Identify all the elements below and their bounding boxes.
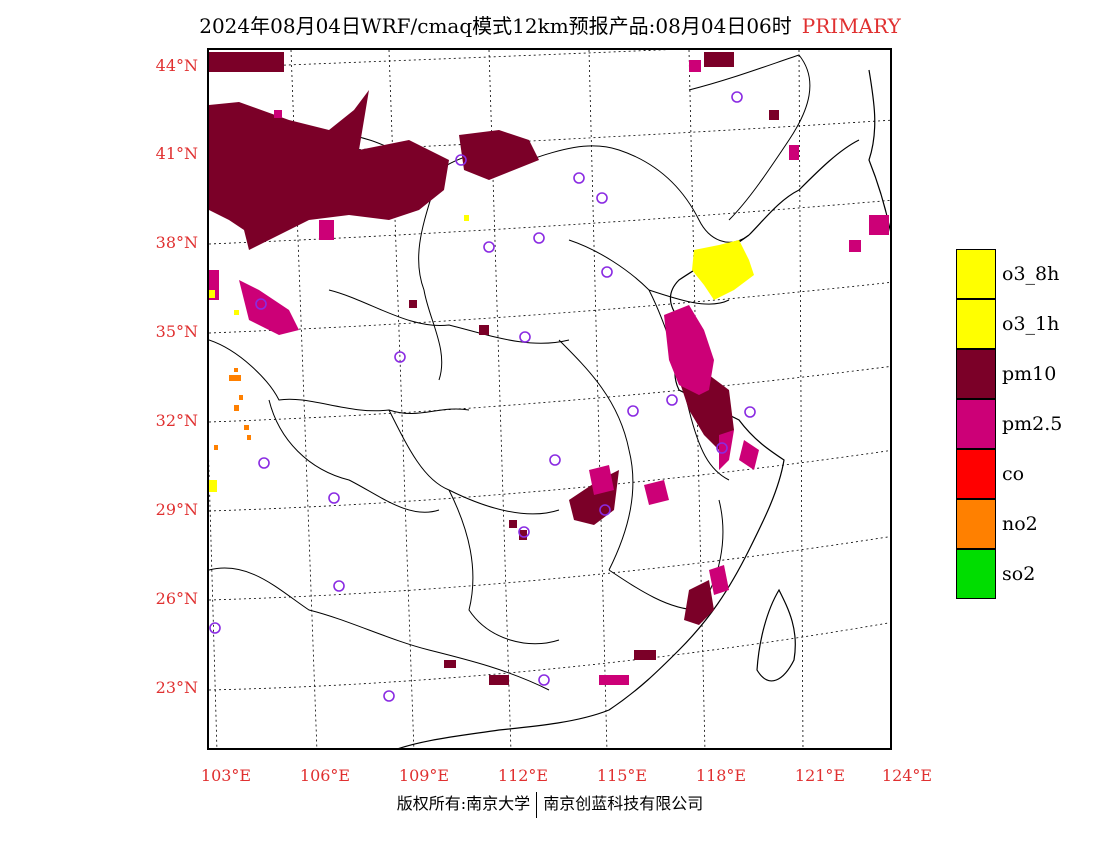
legend-label: o3_8h	[1002, 263, 1060, 285]
city-marker	[209, 622, 221, 634]
coastline	[398, 69, 890, 748]
legend-swatch	[956, 499, 996, 549]
city-marker	[255, 298, 267, 310]
lat-label-41n: 41°N	[155, 144, 198, 163]
legend-label: no2	[1002, 513, 1038, 535]
footer-divider	[536, 791, 538, 818]
lat-label-44n: 44°N	[155, 56, 198, 75]
city-marker	[601, 266, 613, 278]
lat-label-35n: 35°N	[155, 322, 198, 341]
lon-label-106e: 106°E	[299, 766, 351, 785]
city-marker	[333, 580, 345, 592]
lat-label-38n: 38°N	[155, 233, 198, 252]
lon-label-109e: 109°E	[398, 766, 450, 785]
map-canvas	[209, 50, 890, 748]
city-marker	[627, 405, 639, 417]
lon-label-121e: 121°E	[794, 766, 846, 785]
city-marker	[731, 91, 743, 103]
map-title: 2024年08月04日WRF/cmaq模式12km预报产品:08月04日06时 P…	[0, 10, 1100, 39]
no2-patches	[214, 368, 251, 450]
legend-swatch	[956, 549, 996, 599]
latitude-gridlines	[209, 50, 890, 691]
title-text: 2024年08月04日WRF/cmaq模式12km预报产品:08月04日06时	[199, 14, 792, 38]
legend-label: o3_1h	[1002, 313, 1060, 335]
city-marker	[596, 192, 608, 204]
city-marker	[538, 674, 550, 686]
city-marker	[744, 406, 756, 418]
city-marker	[383, 690, 395, 702]
lon-label-115e: 115°E	[596, 766, 648, 785]
legend-swatch	[956, 349, 996, 399]
copyright-footer: 版权所有:南京大学 南京创蓝科技有限公司	[0, 790, 1100, 818]
city-marker	[666, 394, 678, 406]
city-marker	[258, 457, 270, 469]
city-marker	[483, 241, 495, 253]
city-marker	[328, 492, 340, 504]
primary-status-label: PRIMARY	[801, 14, 901, 38]
city-marker	[716, 442, 728, 454]
lon-label-124e: 124°E	[881, 766, 933, 785]
pm10-patches	[209, 52, 779, 685]
city-markers	[209, 91, 756, 702]
lat-label-26n: 26°N	[155, 589, 198, 608]
copyright-right: 南京创蓝科技有限公司	[543, 794, 704, 813]
lat-label-23n: 23°N	[155, 678, 198, 697]
city-marker	[533, 232, 545, 244]
legend-swatch	[956, 449, 996, 499]
city-marker	[455, 154, 467, 166]
city-marker	[518, 526, 530, 538]
lon-label-112e: 112°E	[497, 766, 549, 785]
legend-label: pm2.5	[1002, 413, 1063, 435]
lat-label-29n: 29°N	[155, 500, 198, 519]
lon-label-118e: 118°E	[695, 766, 747, 785]
city-marker	[549, 454, 561, 466]
forecast-map[interactable]	[207, 48, 892, 750]
city-marker	[394, 351, 406, 363]
legend-swatch	[956, 249, 996, 299]
legend-label: so2	[1002, 563, 1036, 585]
city-marker	[519, 331, 531, 343]
longitude-gridlines	[209, 50, 804, 748]
legend-swatch	[956, 399, 996, 449]
city-marker	[573, 172, 585, 184]
legend-label: pm10	[1002, 363, 1057, 385]
copyright-left: 版权所有:南京大学	[396, 794, 531, 813]
o3-patches	[209, 215, 754, 492]
lon-label-103e: 103°E	[200, 766, 252, 785]
city-marker	[599, 504, 611, 516]
lat-label-32n: 32°N	[155, 411, 198, 430]
pm25-patches	[209, 60, 889, 685]
legend-label: co	[1002, 463, 1025, 485]
legend-swatch	[956, 299, 996, 349]
